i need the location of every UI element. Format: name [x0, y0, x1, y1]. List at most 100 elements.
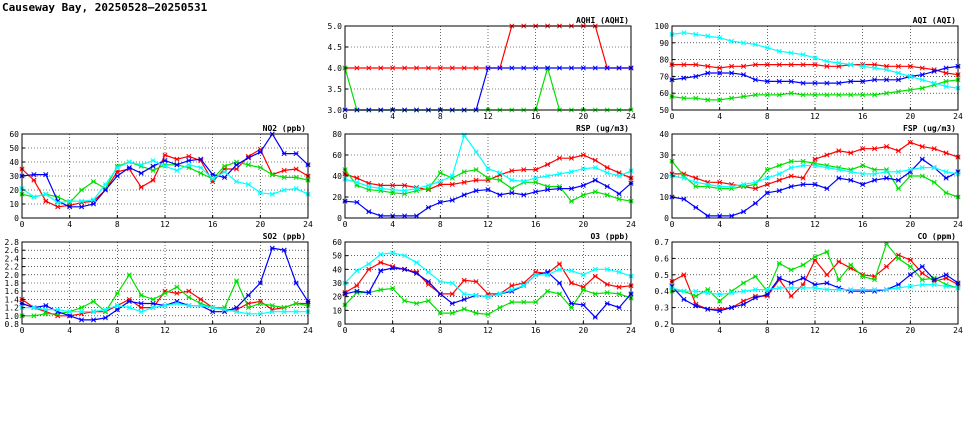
y-tick-label: 50 — [659, 106, 669, 115]
data-point — [150, 300, 156, 307]
data-point — [402, 65, 408, 71]
x-tick-label: 24 — [626, 220, 636, 229]
data-point — [800, 80, 806, 86]
data-point — [461, 296, 467, 302]
data-point — [354, 268, 360, 274]
data-point — [776, 275, 782, 281]
data-point — [473, 65, 479, 71]
data-point — [67, 204, 73, 210]
x-tick-label: 8 — [115, 326, 120, 335]
data-point — [449, 181, 455, 187]
data-point — [186, 153, 192, 159]
data-point — [919, 85, 925, 91]
data-point — [174, 290, 180, 296]
data-point — [473, 279, 479, 285]
data-point — [461, 277, 467, 283]
data-point — [378, 259, 384, 266]
data-point — [79, 187, 85, 193]
data-point — [90, 197, 97, 203]
data-point — [919, 277, 925, 283]
data-point — [390, 182, 396, 189]
y-tick-label: 50 — [332, 252, 342, 261]
data-point — [556, 261, 563, 267]
data-point — [485, 311, 491, 317]
page-title: Causeway Bay, 20250528–20250531 — [2, 1, 208, 14]
data-point — [293, 166, 299, 172]
data-point — [425, 269, 431, 275]
data-point — [150, 296, 156, 302]
data-point — [114, 290, 120, 296]
y-tick-label: 1.6 — [5, 287, 20, 296]
data-point — [705, 290, 711, 296]
data-point — [752, 273, 758, 279]
data-point — [533, 189, 539, 195]
data-point — [681, 75, 687, 81]
data-point — [485, 65, 491, 71]
data-point — [836, 277, 842, 283]
x-tick-label: 12 — [483, 326, 493, 335]
data-point — [138, 305, 144, 311]
data-point — [681, 175, 687, 181]
data-point — [390, 65, 396, 71]
data-point — [79, 309, 85, 315]
data-point — [872, 146, 878, 152]
data-point — [800, 275, 806, 281]
y-tick-label: 1.4 — [5, 295, 20, 304]
data-point — [824, 186, 830, 192]
data-point — [413, 65, 420, 71]
data-point — [895, 169, 901, 175]
data-point — [556, 155, 563, 161]
data-point — [705, 70, 711, 76]
data-point — [533, 167, 539, 173]
data-point — [616, 191, 622, 197]
data-point — [788, 90, 794, 96]
data-point — [824, 165, 830, 171]
data-point — [604, 170, 610, 176]
data-point — [693, 204, 699, 211]
data-point — [895, 70, 901, 76]
data-point — [473, 292, 479, 298]
data-point — [836, 287, 842, 293]
x-tick-label: 24 — [303, 326, 313, 335]
data-point — [126, 159, 132, 165]
x-tick-label: 4 — [390, 220, 395, 229]
data-point — [693, 31, 699, 37]
y-tick-label: 10 — [659, 193, 669, 202]
data-point — [616, 284, 622, 290]
data-point — [485, 187, 491, 193]
data-point — [895, 186, 901, 192]
y-tick-label: 60 — [659, 89, 669, 98]
data-point — [919, 65, 925, 71]
data-point — [824, 80, 830, 86]
data-point — [55, 307, 61, 313]
data-point — [943, 272, 949, 278]
data-point — [257, 149, 263, 155]
data-point — [740, 209, 747, 215]
data-point — [90, 298, 97, 305]
data-point — [824, 92, 830, 98]
data-point — [848, 92, 854, 98]
data-point — [568, 268, 574, 274]
data-point — [717, 308, 723, 314]
data-point — [872, 171, 878, 177]
data-point — [616, 65, 622, 71]
data-point — [800, 285, 806, 291]
data-point — [693, 62, 699, 68]
data-point — [390, 285, 396, 292]
data-point — [740, 280, 747, 286]
data-point — [245, 181, 251, 187]
data-point — [150, 167, 156, 173]
x-tick-label: 4 — [717, 220, 722, 229]
data-point — [788, 173, 794, 179]
data-point — [729, 305, 735, 311]
data-point — [497, 291, 503, 297]
x-tick-label: 24 — [626, 326, 636, 335]
data-point — [509, 177, 515, 183]
data-point — [776, 162, 782, 169]
data-point — [919, 165, 925, 171]
data-point — [776, 171, 782, 177]
data-point — [521, 167, 527, 173]
data-point — [233, 309, 240, 315]
data-point — [354, 175, 360, 181]
